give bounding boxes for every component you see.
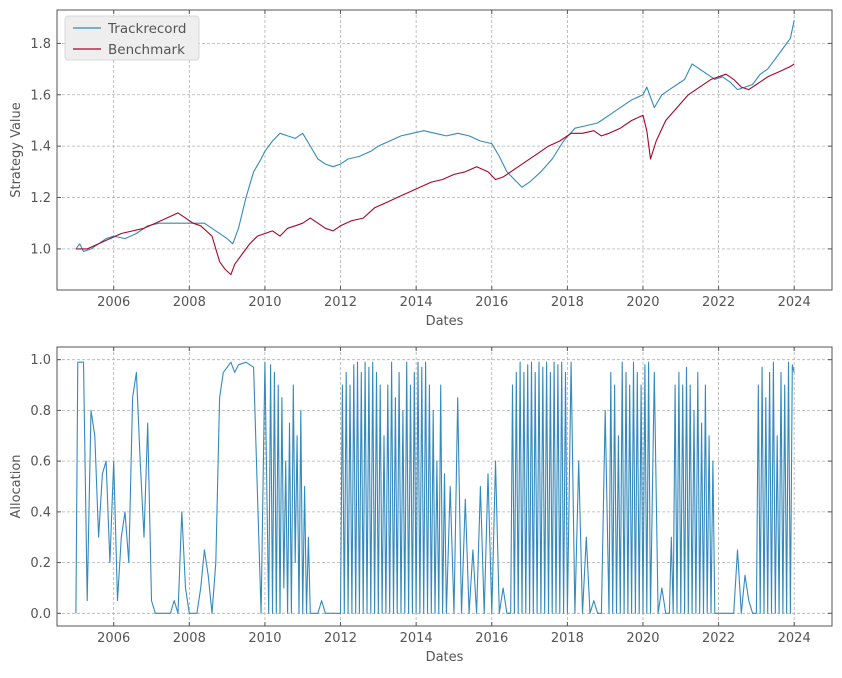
y-tick-label: 1.6 — [30, 88, 51, 103]
legend-label: Trackrecord — [107, 21, 186, 37]
x-tick-label: 2018 — [551, 295, 584, 310]
x-tick-label: 2018 — [551, 631, 584, 646]
y-tick-label: 1.0 — [30, 242, 51, 257]
x-axis-label: Dates — [426, 650, 464, 665]
chart-panel-2: 2006 2008 2010 2012 2014 2016 2018 2020 2022 2024… — [9, 346, 833, 665]
y-tick-label: 1.0 — [30, 353, 51, 368]
x-tick-label: 2014 — [400, 631, 433, 646]
x-tick-label: 2022 — [702, 295, 735, 310]
series-line-trackrecord — [75, 20, 795, 253]
axes-frame — [56, 9, 833, 291]
x-tick-label: 2016 — [475, 631, 508, 646]
x-tick-label: 2010 — [248, 295, 281, 310]
y-tick-label: 1.8 — [30, 37, 51, 52]
y-tick-label: 1.4 — [30, 140, 51, 155]
series-line-benchmark — [75, 63, 795, 276]
x-tick-label: 2006 — [97, 631, 130, 646]
x-tick-label: 2014 — [400, 295, 433, 310]
series-line-allocation — [75, 361, 795, 614]
y-tick-label: 0.8 — [30, 404, 51, 419]
x-tick-label: 2008 — [173, 631, 206, 646]
y-tick-label: 1.2 — [30, 191, 51, 206]
chart-panel-1: 2006 2008 2010 2012 2014 2016 2018 2020 2022 2024… — [9, 9, 833, 329]
x-axis-label: Dates — [426, 314, 464, 329]
x-tick-label: 2012 — [324, 631, 357, 646]
x-tick-label: 2006 — [97, 295, 130, 310]
legend: Trackrecord Benchmark — [64, 15, 200, 61]
x-tick-label: 2010 — [248, 631, 281, 646]
y-tick-label: 0.6 — [30, 455, 51, 470]
x-tick-label: 2024 — [778, 631, 811, 646]
x-tick-label: 2020 — [626, 295, 659, 310]
x-tick-label: 2022 — [702, 631, 735, 646]
legend-label: Benchmark — [108, 42, 185, 58]
x-tick-label: 2012 — [324, 295, 357, 310]
y-tick-label: 0.2 — [30, 556, 51, 571]
x-tick-label: 2024 — [778, 295, 811, 310]
x-tick-label: 2020 — [626, 631, 659, 646]
y-axis-label: Strategy Value — [9, 102, 24, 198]
axes-frame — [56, 346, 833, 627]
y-axis-label: Allocation — [9, 454, 24, 518]
x-tick-label: 2008 — [173, 295, 206, 310]
x-tick-label: 2016 — [475, 295, 508, 310]
y-tick-label: 0.0 — [30, 607, 51, 622]
y-tick-label: 0.4 — [30, 505, 51, 520]
